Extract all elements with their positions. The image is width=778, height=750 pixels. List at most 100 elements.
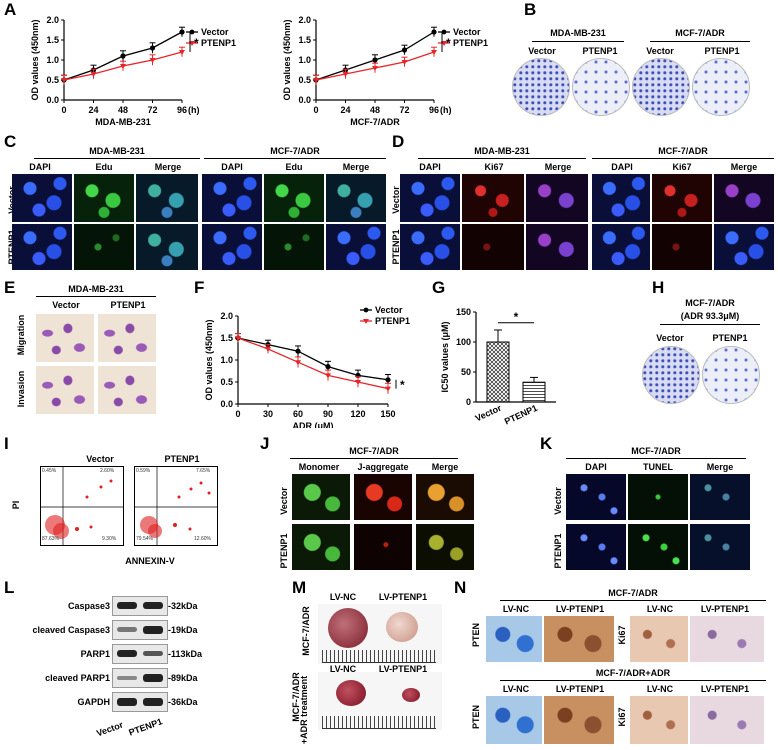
y-tick-label: 1.0	[46, 55, 59, 65]
x-tick-label: PTENP1	[503, 403, 539, 427]
l-name-2: PARP1	[80, 649, 110, 659]
m-photo-2	[318, 672, 442, 730]
d-img-mda-v-ki67	[462, 174, 524, 222]
data-point-PTENP1	[372, 66, 378, 71]
x-unit-label: (h)	[188, 105, 200, 115]
y-tick-label: 1.5	[298, 35, 311, 45]
c-img-mda-p-merge	[136, 224, 198, 270]
c-merge-1: Merge	[154, 162, 182, 172]
m-photo-1	[318, 604, 442, 664]
y-tick-label: 2.0	[298, 15, 311, 25]
l-kda-1: -19kDa	[168, 625, 198, 635]
y-tick-label: 0.5	[298, 75, 311, 85]
m-lvnc-1: LV-NC	[329, 592, 357, 602]
j-row-vector: Vector	[279, 487, 289, 515]
x-tick-label: 90	[323, 409, 333, 419]
j-img-v-merge	[416, 474, 474, 520]
e-vector: Vector	[52, 300, 80, 310]
chart-g: 0 50 100 150 IC50 values (μM) Vector PTENP1 *	[440, 307, 556, 427]
e-img-migration-vector	[36, 314, 94, 362]
i-p-q4: 12.60%	[194, 536, 211, 542]
y-axis-label: OD values (450nm)	[204, 319, 214, 400]
legend-label: Vector	[201, 27, 229, 37]
e-migration: Migration	[16, 314, 26, 356]
d-img-mcf-p-merge	[714, 224, 774, 270]
c-merge-2: Merge	[342, 162, 370, 172]
j-jagg: J-aggregate	[357, 462, 409, 472]
j-cell-label: MCF-7/ADR	[349, 446, 399, 456]
n-img-pten-lvnc-2	[486, 696, 542, 744]
m-row2b: +ADR treatment	[299, 675, 309, 745]
l-blot-gapdh	[112, 692, 168, 712]
k-img-p-tunel	[628, 524, 688, 570]
d-merge-1: Merge	[544, 162, 572, 172]
e-invasion: Invasion	[16, 370, 26, 408]
e-img-migration-ptenp1	[98, 314, 156, 362]
panel-label-n: N	[454, 578, 467, 597]
l-name-0: Caspase3	[67, 601, 110, 611]
b-ptenp1-1: PTENP1	[582, 46, 618, 56]
d-img-mcf-p-dapi	[592, 224, 650, 270]
i-v-q4: 9.30%	[102, 536, 117, 542]
h-subtitle: (ADR 93.3μM)	[680, 311, 740, 321]
i-ptenp1: PTENP1	[164, 454, 200, 464]
y-axis-label: IC50 values (μM)	[440, 321, 450, 392]
n-ki67-1: Ki67	[617, 625, 627, 645]
k-dapi: DAPI	[585, 462, 607, 472]
i-ylabel: PI	[11, 500, 21, 510]
l-col-ptenp1: PTENP1	[127, 716, 164, 738]
data-point-PTENP1	[179, 50, 185, 55]
y-tick-label: 2.0	[220, 311, 233, 321]
c-img-mda-p-dapi	[12, 224, 72, 270]
panel-label-a: A	[4, 0, 17, 19]
panel-label-j: J	[260, 434, 270, 453]
d-img-mcf-v-merge	[714, 174, 774, 222]
y-tick-label: 1.0	[220, 355, 233, 365]
x-tick-label: Vector	[474, 403, 504, 424]
panel-label-f: F	[194, 278, 205, 297]
n-lvnc-4: LV-NC	[646, 684, 674, 694]
l-name-4: GAPDH	[77, 697, 110, 707]
d-img-mda-p-dapi	[400, 224, 460, 270]
m-row1: MCF-7/ADR	[301, 606, 311, 656]
y-tick-label: 150	[456, 307, 471, 317]
y-tick-label: 0	[466, 397, 471, 407]
c-cell2-label: MCF-7/ADR	[270, 146, 320, 156]
h-dish-vector	[642, 346, 700, 404]
d-img-mcf-p-ki67	[652, 224, 712, 270]
c-img-mcf-v-merge	[326, 174, 386, 222]
e-ptenp1: PTENP1	[110, 300, 146, 310]
l-kda-2: -113kDa	[168, 649, 203, 659]
c-img-mda-p-edu	[74, 224, 134, 270]
data-point-PTENP1	[61, 78, 67, 83]
d-merge-2: Merge	[730, 162, 758, 172]
significance-star: *	[400, 378, 405, 392]
data-point-PTENP1	[342, 72, 349, 77]
data-point-PTENP1	[385, 386, 391, 392]
x-tick-label: 60	[293, 409, 303, 419]
panel-label-e: E	[4, 278, 16, 297]
legend-marker	[441, 29, 447, 35]
panel-label-m: M	[292, 578, 307, 597]
b-dish-mda-vector	[512, 58, 570, 116]
l-blot-cleaved-parp1	[112, 668, 168, 688]
j-img-p-monomer	[292, 524, 350, 570]
c-edu-1: Edu	[95, 162, 113, 172]
k-merge: Merge	[706, 462, 734, 472]
c-img-mda-v-dapi	[12, 174, 72, 222]
legend-label: Vector	[453, 27, 481, 37]
n-lvnc-2: LV-NC	[646, 604, 674, 614]
l-blot-caspase3	[112, 596, 168, 616]
y-tick-label: 1.0	[298, 55, 311, 65]
panel-label-h: H	[652, 278, 665, 297]
x-tick-label: 30	[263, 409, 273, 419]
d-cell1-label: MDA-MB-231	[474, 146, 530, 156]
n-img-pten-lvnc-1	[486, 616, 542, 662]
data-point-Vector	[179, 29, 185, 35]
b-cell2-label: MCF-7/ADR	[675, 28, 725, 38]
data-point-PTENP1	[235, 336, 241, 341]
h-title: MCF-7/ADR	[685, 298, 735, 308]
n-img-ki67-lvnc-1	[630, 616, 688, 662]
m-lvnc-2: LV-NC	[329, 664, 357, 674]
panel-label-l: L	[4, 578, 15, 597]
